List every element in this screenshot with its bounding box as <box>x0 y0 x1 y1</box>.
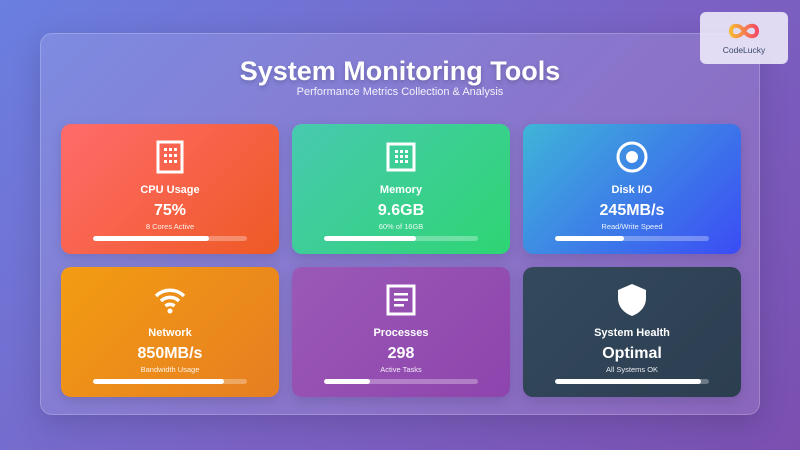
metric-value: 298 <box>387 345 415 362</box>
metric-detail: Active Tasks <box>380 365 422 374</box>
progress-bar <box>555 379 709 384</box>
shield-icon <box>618 284 646 316</box>
metric-detail: All Systems OK <box>605 365 659 374</box>
codelucky-logo: CodeLucky <box>700 12 788 64</box>
metric-label: Memory <box>379 184 423 196</box>
page-title: System Monitoring Tools <box>239 56 561 86</box>
metric-card-disk-i-o[interactable]: Disk I/O 245MB/s Read/Write Speed <box>523 124 741 254</box>
metric-value: 75% <box>153 202 187 219</box>
progress-fill <box>93 236 209 241</box>
dashboard-panel: System Monitoring Tools Performance Metr… <box>40 33 760 415</box>
metric-detail: 60% of 16GB <box>378 222 424 231</box>
progress-fill <box>324 236 417 241</box>
metric-card-memory[interactable]: Memory 9.6GB 60% of 16GB <box>292 124 510 254</box>
metric-label: System Health <box>594 327 670 339</box>
metric-value: 245MB/s <box>599 202 665 219</box>
progress-bar <box>324 236 478 241</box>
wifi-icon <box>154 288 186 314</box>
metric-label: CPU Usage <box>140 184 200 196</box>
metric-label: Network <box>148 327 192 339</box>
progress-bar <box>555 236 709 241</box>
progress-bar <box>93 236 247 241</box>
disk-icon <box>616 141 648 173</box>
metric-card-network[interactable]: Network 850MB/s Bandwidth Usage <box>61 267 279 397</box>
infinity-logo-icon <box>728 23 760 39</box>
metric-detail: Read/Write Speed <box>601 222 663 231</box>
metric-value: Optimal <box>602 345 662 362</box>
progress-fill <box>555 379 702 384</box>
metric-detail: 8 Cores Active <box>145 222 195 231</box>
progress-bar <box>93 379 247 384</box>
metric-value: 9.6GB <box>377 202 425 219</box>
progress-fill <box>324 379 371 384</box>
progress-fill <box>93 379 224 384</box>
metric-value: 850MB/s <box>137 345 203 362</box>
logo-text: CodeLucky <box>722 45 766 55</box>
progress-bar <box>324 379 478 384</box>
metric-label: Disk I/O <box>611 184 653 196</box>
metric-card-processes[interactable]: Processes 298 Active Tasks <box>292 267 510 397</box>
metric-card-cpu-usage[interactable]: CPU Usage 75% 8 Cores Active <box>61 124 279 254</box>
progress-fill <box>555 236 625 241</box>
memory-icon <box>386 142 416 172</box>
metric-card-system-health[interactable]: System Health Optimal All Systems OK <box>523 267 741 397</box>
metric-detail: Bandwidth Usage <box>140 365 200 374</box>
document-icon <box>386 284 416 316</box>
metric-label: Processes <box>373 327 429 339</box>
cpu-icon <box>156 140 184 174</box>
page-subtitle: Performance Metrics Collection & Analysi… <box>296 86 504 98</box>
